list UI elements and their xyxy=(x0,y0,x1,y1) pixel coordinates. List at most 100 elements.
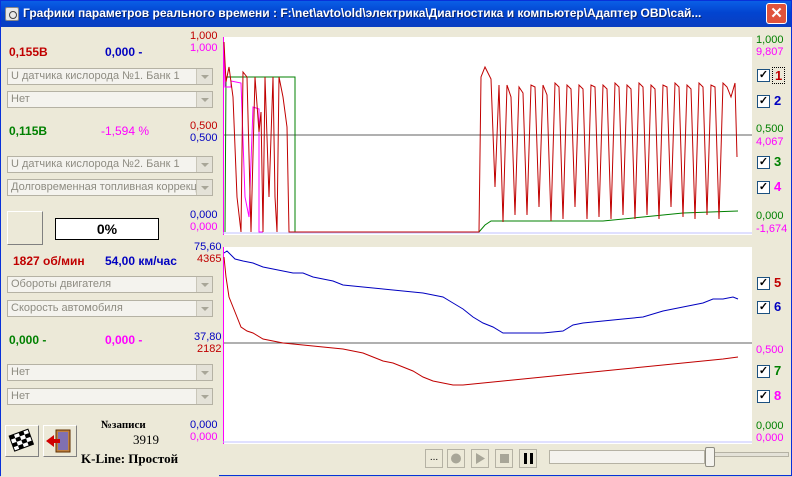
speed-slider-track[interactable] xyxy=(709,452,789,457)
play-button[interactable] xyxy=(471,449,489,468)
tick-label: 0,000 xyxy=(190,209,218,221)
param-select-4[interactable]: Долговременная топливная коррекц xyxy=(7,179,213,196)
param-select-3-value: U датчика кислорода №2. Банк 1 xyxy=(11,158,180,170)
chevron-down-icon xyxy=(196,301,212,316)
chevron-down-icon xyxy=(196,157,212,172)
tick-label: 37,80 xyxy=(194,331,222,343)
series-1-line xyxy=(224,76,739,233)
chevron-down-icon xyxy=(196,389,212,404)
param-select-4-value: Долговременная топливная коррекц xyxy=(11,181,197,193)
status-text: K-Line: Простой xyxy=(81,451,179,466)
channel-label-6: 6 xyxy=(774,299,782,314)
action-button[interactable] xyxy=(7,211,43,245)
value-ch8: 0,000 - xyxy=(105,333,143,347)
channel-checkbox-3[interactable]: ✓ xyxy=(757,156,770,169)
value-ch3: 0,115В xyxy=(9,124,48,138)
progress-indicator: 0% xyxy=(55,218,159,240)
record-button[interactable] xyxy=(447,449,465,468)
close-button[interactable]: ✕ xyxy=(766,3,787,24)
tick-label: 0,500 xyxy=(190,132,218,144)
tick-label: 0,000 xyxy=(756,210,784,222)
chevron-down-icon xyxy=(196,92,212,107)
param-select-1[interactable]: U датчика кислорода №1. Банк 1 xyxy=(7,68,213,85)
param-select-8[interactable]: Нет xyxy=(7,388,213,405)
play-icon xyxy=(476,453,485,464)
exit-button[interactable] xyxy=(43,425,77,457)
tick-label: 2182 xyxy=(197,343,222,355)
channel-label-4: 4 xyxy=(774,179,782,194)
value-ch5: 1827 об/мин xyxy=(13,254,85,268)
window-title: Графики параметров реального времени : F… xyxy=(23,6,702,20)
title-bar: Графики параметров реального времени : F… xyxy=(1,1,791,27)
param-select-5-value: Обороты двигателя xyxy=(11,278,112,290)
param-select-7[interactable]: Нет xyxy=(7,364,213,381)
channel-checkbox-6[interactable]: ✓ xyxy=(757,301,770,314)
tick-label: 75,60 xyxy=(194,241,222,253)
tick-label: 4365 xyxy=(197,253,222,265)
param-select-2[interactable]: Нет xyxy=(7,91,213,108)
value-ch6: 54,00 км/час xyxy=(105,254,177,268)
param-select-1-value: U датчика кислорода №1. Банк 1 xyxy=(11,70,180,82)
param-select-5[interactable]: Обороты двигателя xyxy=(7,276,213,293)
channel-label-5: 5 xyxy=(774,275,782,290)
channel-label-2: 2 xyxy=(774,93,782,108)
start-flag-button[interactable] xyxy=(5,425,39,457)
channel-checkbox-5[interactable]: ✓ xyxy=(757,277,770,290)
chart-top xyxy=(223,37,752,235)
playback-progress-track xyxy=(549,450,705,464)
tick-label: 0,500 xyxy=(190,120,218,132)
series-4-line xyxy=(223,46,263,233)
channel-checkbox-1[interactable]: ✓ xyxy=(757,69,770,82)
speed-slider-thumb[interactable] xyxy=(705,447,715,467)
tick-label: 1,000 xyxy=(190,30,218,42)
channel-label-7: 7 xyxy=(774,363,782,378)
pause-icon xyxy=(524,453,533,464)
record-icon xyxy=(451,453,461,464)
channel-label-1: 1 xyxy=(772,67,786,84)
chevron-down-icon xyxy=(196,277,212,292)
channel-checkbox-7[interactable]: ✓ xyxy=(757,365,770,378)
value-ch2: 0,000 - xyxy=(105,45,143,59)
channel-label-8: 8 xyxy=(774,388,782,403)
series-6-line xyxy=(223,250,739,334)
value-ch7: 0,000 - xyxy=(9,333,47,347)
record-label: №записи xyxy=(101,419,146,431)
tick-label: 1,000 xyxy=(190,42,218,54)
param-select-8-value: Нет xyxy=(11,390,30,402)
exit-door-icon xyxy=(46,429,71,453)
channel-label-3: 3 xyxy=(774,154,782,169)
chevron-down-icon xyxy=(196,180,212,195)
chevron-down-icon xyxy=(196,69,212,84)
tick-label: 0,500 xyxy=(756,344,784,356)
tick-label: 4,067 xyxy=(756,136,784,148)
param-select-6[interactable]: Скорость автомобиля xyxy=(7,300,213,317)
left-panel: 0,155В 0,000 - U датчика кислорода №1. Б… xyxy=(1,27,219,477)
chevron-down-icon xyxy=(196,365,212,380)
tick-label: 0,000 xyxy=(756,432,784,444)
record-number: 3919 xyxy=(133,432,159,447)
channel-checkbox-8[interactable]: ✓ xyxy=(757,390,770,403)
tick-label: 0,000 xyxy=(756,420,784,432)
param-select-2-value: Нет xyxy=(11,93,30,105)
stop-button[interactable] xyxy=(495,449,513,468)
tick-label: 0,000 xyxy=(190,431,218,443)
tick-label: 0,500 xyxy=(756,123,784,135)
open-file-button[interactable]: ... xyxy=(425,449,443,468)
channel-checkbox-2[interactable]: ✓ xyxy=(757,95,770,108)
param-select-6-value: Скорость автомобиля xyxy=(11,302,123,314)
pause-button[interactable] xyxy=(519,449,537,468)
param-select-3[interactable]: U датчика кислорода №2. Банк 1 xyxy=(7,156,213,173)
value-ch4: -1,594 % xyxy=(101,124,150,138)
series-5-line xyxy=(223,256,739,386)
param-select-7-value: Нет xyxy=(11,366,30,378)
series-2-line xyxy=(223,41,738,233)
app-icon xyxy=(5,7,19,21)
tick-label: 0,000 xyxy=(190,419,218,431)
tick-label: -1,674 xyxy=(756,223,788,235)
chart-bottom xyxy=(223,247,752,444)
stop-icon xyxy=(500,454,509,463)
tick-label: 0,000 xyxy=(190,221,218,233)
channel-checkbox-4[interactable]: ✓ xyxy=(757,181,770,194)
value-ch1: 0,155В xyxy=(9,45,48,59)
